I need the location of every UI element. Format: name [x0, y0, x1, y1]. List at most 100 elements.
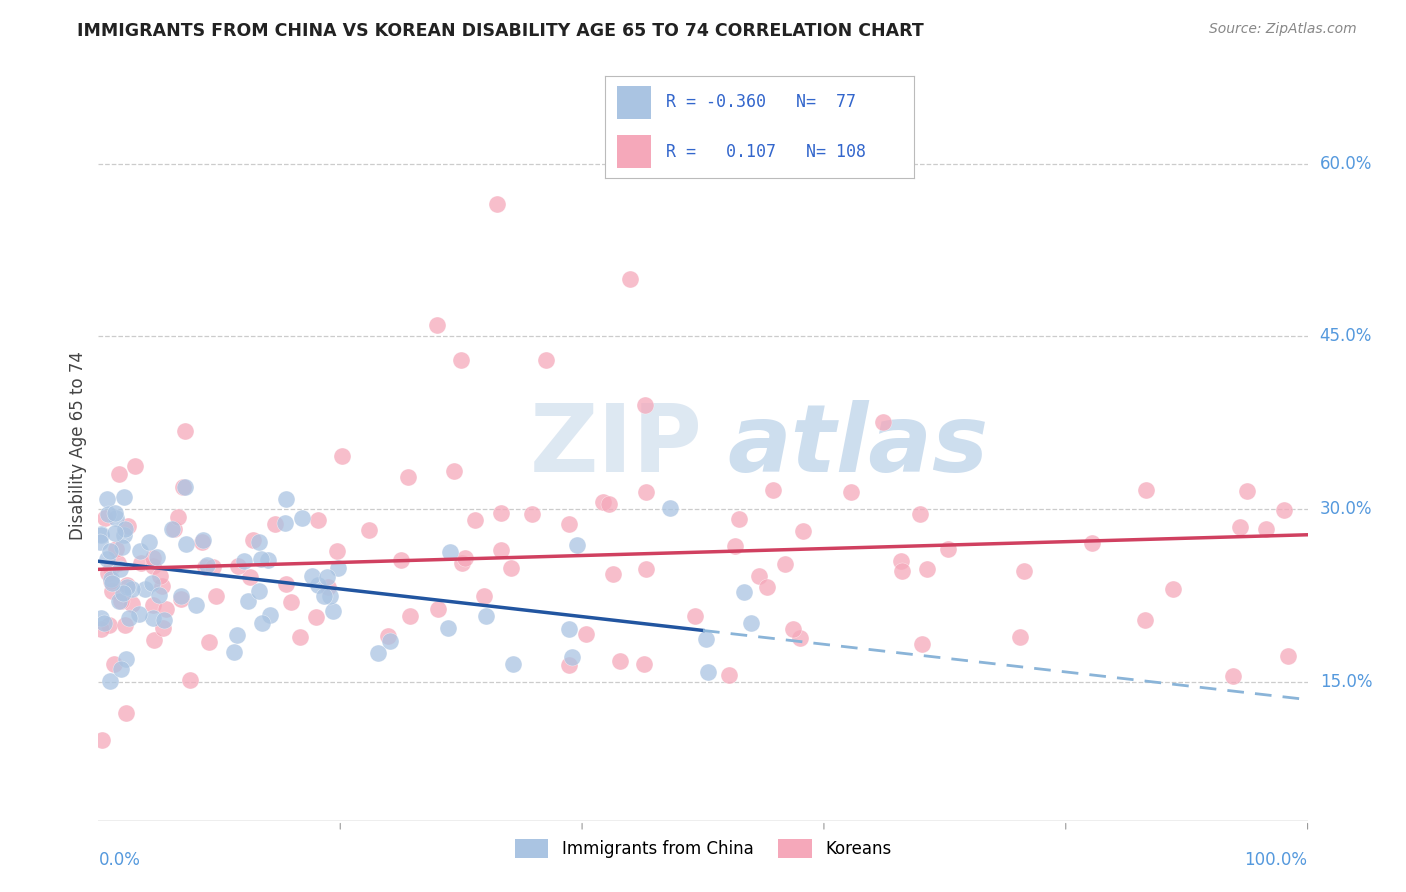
Point [172, 480, 194, 494]
Point [115, 652, 138, 666]
Point [319, 589, 342, 603]
Point [110, 562, 132, 576]
Point [288, 631, 311, 645]
Point [114, 523, 136, 537]
Point [558, 517, 581, 532]
Point [104, 506, 127, 520]
Legend: Immigrants from China, Koreans: Immigrants from China, Koreans [508, 832, 898, 864]
Text: ZIP: ZIP [530, 400, 703, 492]
Point [174, 425, 197, 439]
Point [97, 507, 120, 521]
Point [121, 597, 143, 611]
Point [399, 609, 422, 624]
Point [101, 576, 124, 591]
Point [724, 539, 747, 553]
Point [96, 492, 118, 507]
Point [153, 614, 176, 628]
Point [301, 569, 323, 583]
Point [1222, 668, 1244, 682]
Point [90, 527, 112, 541]
Point [695, 632, 717, 647]
Point [110, 662, 132, 676]
Point [520, 508, 543, 522]
Point [100, 561, 122, 575]
Point [474, 589, 496, 603]
Point [439, 545, 461, 559]
Point [174, 480, 197, 494]
Point [756, 580, 779, 594]
Point [112, 527, 135, 541]
Point [174, 536, 197, 550]
Point [1272, 503, 1295, 517]
Point [464, 513, 486, 527]
Point [274, 516, 297, 531]
Point [115, 578, 138, 592]
Point [155, 602, 177, 616]
Text: IMMIGRANTS FROM CHINA VS KOREAN DISABILITY AGE 65 TO 74 CORRELATION CHART: IMMIGRANTS FROM CHINA VS KOREAN DISABILI… [77, 22, 924, 40]
Point [636, 562, 658, 576]
Point [101, 584, 124, 599]
Point [184, 598, 207, 612]
Point [142, 558, 165, 573]
Point [115, 706, 138, 720]
Point [450, 352, 472, 367]
Text: R =   0.107   N= 108: R = 0.107 N= 108 [666, 143, 866, 161]
Point [104, 525, 127, 540]
Point [191, 533, 214, 547]
Point [291, 510, 314, 524]
Point [636, 484, 658, 499]
Point [201, 559, 224, 574]
Point [179, 673, 201, 688]
Point [148, 588, 170, 602]
Point [108, 594, 131, 608]
Point [128, 543, 150, 558]
Point [609, 654, 631, 668]
Text: 0.0%: 0.0% [98, 851, 141, 869]
Point [259, 607, 281, 622]
Point [190, 534, 212, 549]
Point [762, 483, 785, 497]
Y-axis label: Disability Age 65 to 74: Disability Age 65 to 74 [69, 351, 87, 541]
Point [305, 609, 328, 624]
Point [451, 556, 474, 570]
Point [149, 569, 172, 583]
Point [250, 551, 273, 566]
Point [316, 580, 339, 594]
Point [128, 607, 150, 622]
Point [90, 622, 112, 636]
Point [96, 552, 118, 566]
Point [142, 598, 165, 612]
Point [1236, 483, 1258, 498]
Point [1161, 582, 1184, 596]
Point [602, 567, 624, 582]
Point [93, 615, 115, 630]
Text: 45.0%: 45.0% [1320, 327, 1372, 345]
Point [90, 611, 112, 625]
Point [195, 558, 218, 572]
Point [491, 506, 513, 520]
Point [205, 590, 228, 604]
Point [782, 622, 804, 636]
Point [94, 511, 117, 525]
Point [389, 553, 412, 567]
Point [733, 584, 755, 599]
Point [276, 577, 298, 591]
Point [100, 572, 122, 586]
Point [142, 550, 165, 565]
Point [250, 615, 273, 630]
Point [107, 556, 129, 570]
Point [697, 665, 720, 679]
Point [111, 586, 134, 600]
Point [170, 591, 193, 606]
Point [619, 272, 641, 286]
Point [502, 657, 524, 671]
Point [910, 637, 932, 651]
Point [146, 549, 169, 564]
Point [789, 631, 811, 645]
Point [142, 611, 165, 625]
Point [1229, 520, 1251, 534]
Point [104, 542, 127, 557]
Text: 30.0%: 30.0% [1320, 500, 1372, 518]
Text: 60.0%: 60.0% [1320, 154, 1372, 172]
Point [326, 560, 349, 574]
